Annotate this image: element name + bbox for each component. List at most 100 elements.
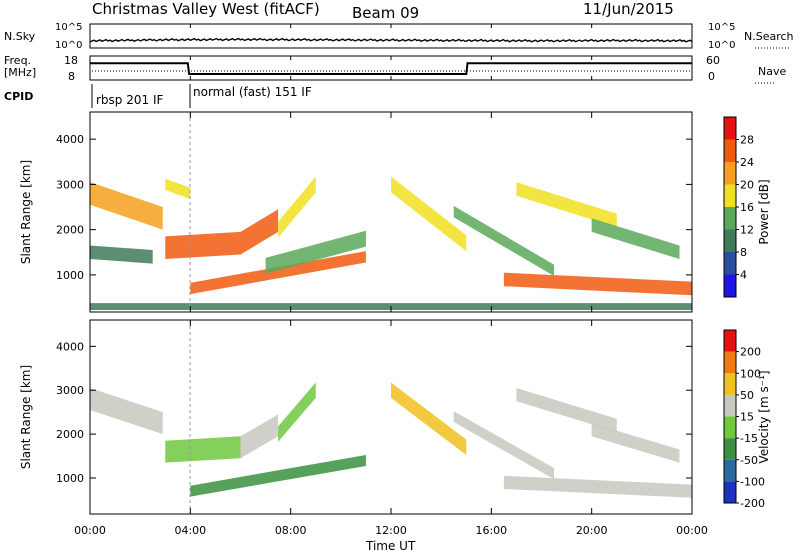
nsearch-tick-high: 10^5 — [708, 22, 735, 33]
cpid-segment-1: rbsp 201 IF — [96, 93, 163, 107]
velocity-colorbar: 200 100 50 15 -15 -50 -100 -200 — [723, 329, 765, 510]
velocity-colorbar-swatch — [724, 330, 736, 352]
power-colorbar-tick-label: 8 — [740, 246, 747, 259]
power-y-tick-label: 1000 — [56, 269, 84, 282]
echo-band — [453, 411, 555, 480]
echo-band — [90, 182, 163, 230]
power-colorbar-swatch — [724, 184, 736, 207]
power-y-tick-label: 4000 — [56, 133, 84, 146]
velocity-colorbar-tick-label: 100 — [740, 367, 761, 380]
power-colorbar-tick-label: 12 — [740, 224, 754, 237]
freq-tick-low: 8 — [68, 70, 75, 83]
velocity-colorbar-tick-label: -50 — [740, 454, 758, 467]
plot-title: Christmas Valley West (fitACF) — [92, 0, 320, 18]
echo-band — [453, 205, 555, 277]
velocity-colorbar-swatch — [724, 459, 736, 482]
velocity-y-tick-label: 3000 — [56, 384, 84, 397]
echo-band — [516, 182, 617, 228]
power-colorbar: 28 24 20 16 12 8 4 — [723, 116, 754, 298]
time-tick-label: 08:00 — [275, 524, 307, 537]
echo-band — [165, 436, 241, 463]
echo-band — [90, 245, 153, 264]
velocity-colorbar-tick-label: 200 — [740, 346, 761, 359]
power-colorbar-swatch — [724, 139, 736, 162]
echo-band — [265, 230, 366, 274]
velocity-y-tick-label: 1000 — [56, 472, 84, 485]
power-colorbar-swatch — [724, 162, 736, 185]
echo-band — [503, 272, 692, 296]
cpid-row: CPID rbsp 201 IF normal (fast) 151 IF — [4, 84, 312, 108]
velocity-colorbar-swatch — [724, 416, 736, 439]
freq-label: Freq. — [4, 54, 31, 67]
echo-band — [591, 423, 680, 463]
echo-band — [591, 218, 680, 260]
time-tick-label: 00:00 — [676, 524, 708, 537]
echo-band — [165, 231, 241, 260]
velocity-panel: 4000 3000 2000 1000 Slant Range [km] 200 100… — [19, 319, 771, 515]
time-tick-label: 04:00 — [174, 524, 206, 537]
freq-trace — [90, 62, 692, 75]
velocity-colorbar-swatch — [724, 438, 736, 460]
echo-band — [90, 388, 163, 435]
power-ylabel: Slant Range [km] — [19, 160, 33, 264]
velocity-colorbar-tick-label: -100 — [740, 475, 765, 488]
echo-band — [278, 176, 316, 238]
echo-band — [503, 475, 692, 498]
power-y-tick-label: 2000 — [56, 224, 84, 237]
echo-band — [190, 454, 366, 497]
velocity-ylabel: Slant Range [km] — [19, 365, 33, 469]
power-colorbar-swatch — [724, 274, 736, 297]
echo-band — [240, 414, 279, 459]
nave-label: Nave — [758, 65, 786, 78]
nsearch-tick-low: 10^0 — [708, 40, 735, 51]
beam-label: Beam 09 — [352, 4, 419, 22]
time-axis: 00:00 04:00 08:00 12:00 16:00 20:00 00:00 — [74, 24, 708, 537]
velocity-colorbar-swatch — [724, 481, 736, 503]
echo-band — [391, 176, 467, 252]
nsky-panel: N.Sky 10^5 10^0 N.Search 10^5 10^0 — [4, 22, 794, 51]
time-tick-label: 20:00 — [576, 524, 608, 537]
velocity-echo-bands — [90, 382, 692, 498]
freq-unit: [MHz] — [4, 66, 36, 79]
echo-band — [391, 382, 467, 455]
time-axis-label: Time UT — [365, 539, 416, 553]
power-colorbar-label: Power [dB] — [757, 179, 771, 244]
power-colorbar-swatch — [724, 207, 736, 230]
echo-band — [278, 382, 316, 442]
date-label: 11/Jun/2015 — [583, 0, 674, 18]
velocity-yaxis: 4000 3000 2000 1000 — [56, 340, 692, 485]
velocity-colorbar-tick-label: -15 — [740, 432, 758, 445]
nsky-label: N.Sky — [4, 30, 36, 43]
velocity-colorbar-swatch — [724, 373, 736, 395]
nave-tick-high: 60 — [706, 54, 720, 67]
power-colorbar-swatch — [724, 229, 736, 252]
nave-tick-low: 0 — [708, 70, 715, 83]
time-tick-label: 16:00 — [475, 524, 507, 537]
power-colorbar-tick-label: 4 — [740, 269, 747, 282]
power-echo-bands — [90, 176, 692, 310]
nsky-tick-high: 10^5 — [55, 22, 82, 33]
cpid-label: CPID — [4, 90, 33, 103]
power-colorbar-tick-label: 20 — [740, 179, 754, 192]
velocity-y-tick-label: 4000 — [56, 340, 84, 353]
velocity-colorbar-tick-label: -200 — [740, 497, 765, 510]
freq-panel: Freq. [MHz] 18 8 60 0 Nave — [4, 54, 786, 84]
echo-band — [165, 178, 191, 200]
velocity-y-tick-label: 2000 — [56, 428, 84, 441]
time-tick-label: 00:00 — [74, 524, 106, 537]
velocity-colorbar-tick-label: 15 — [740, 411, 754, 424]
power-y-tick-label: 3000 — [56, 178, 84, 191]
freq-tick-high: 18 — [64, 54, 78, 67]
velocity-colorbar-swatch — [724, 351, 736, 374]
power-colorbar-tick-label: 28 — [740, 134, 754, 147]
nsky-trace — [89, 37, 693, 43]
velocity-colorbar-swatch — [724, 394, 736, 417]
power-panel: 4000 3000 2000 1000 Slant Range [km] 28 24 20… — [19, 111, 771, 313]
nsearch-label: N.Search — [744, 30, 794, 43]
echo-band — [516, 388, 617, 432]
nsky-tick-low: 10^0 — [55, 40, 82, 51]
velocity-colorbar-tick-label: 50 — [740, 389, 754, 402]
power-yaxis: 4000 3000 2000 1000 — [56, 133, 692, 282]
echo-band — [190, 251, 366, 295]
